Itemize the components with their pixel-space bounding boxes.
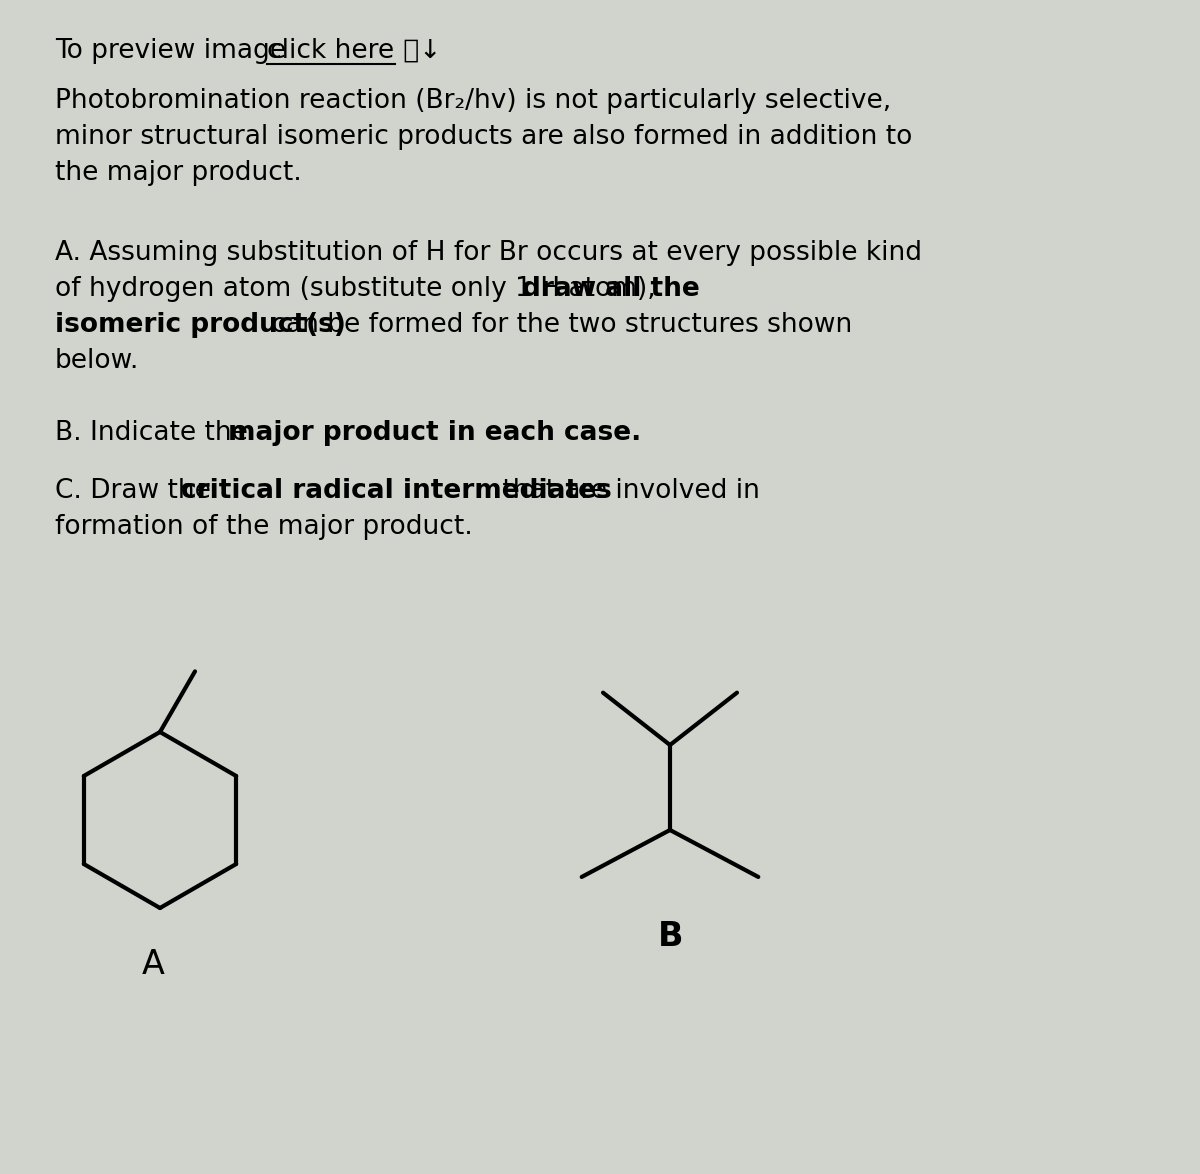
Text: C. Draw the: C. Draw the (55, 478, 220, 504)
Text: below.: below. (55, 348, 139, 375)
Text: minor structural isomeric products are also formed in addition to: minor structural isomeric products are a… (55, 124, 912, 150)
Text: the major product.: the major product. (55, 160, 301, 185)
Text: that are involved in: that are involved in (494, 478, 760, 504)
Text: B. Indicate the: B. Indicate the (55, 420, 257, 446)
Text: B: B (658, 920, 684, 953)
Text: draw all the: draw all the (522, 276, 700, 302)
Text: Photobromination reaction (Br₂/hv) is not particularly selective,: Photobromination reaction (Br₂/hv) is no… (55, 88, 892, 114)
Text: isomeric product(s): isomeric product(s) (55, 312, 346, 338)
Text: To preview image: To preview image (55, 38, 294, 65)
Text: click here: click here (266, 38, 394, 65)
Text: of hydrogen atom (substitute only 1 H atom),: of hydrogen atom (substitute only 1 H at… (55, 276, 664, 302)
Text: critical radical intermediates: critical radical intermediates (181, 478, 612, 504)
Text: A. Assuming substitution of H for Br occurs at every possible kind: A. Assuming substitution of H for Br occ… (55, 239, 922, 266)
Text: formation of the major product.: formation of the major product. (55, 514, 473, 540)
Text: major product in each case.: major product in each case. (228, 420, 641, 446)
Text: ⧉↓: ⧉↓ (395, 38, 442, 65)
Text: can be formed for the two structures shown: can be formed for the two structures sho… (263, 312, 852, 338)
Text: A: A (142, 947, 164, 981)
